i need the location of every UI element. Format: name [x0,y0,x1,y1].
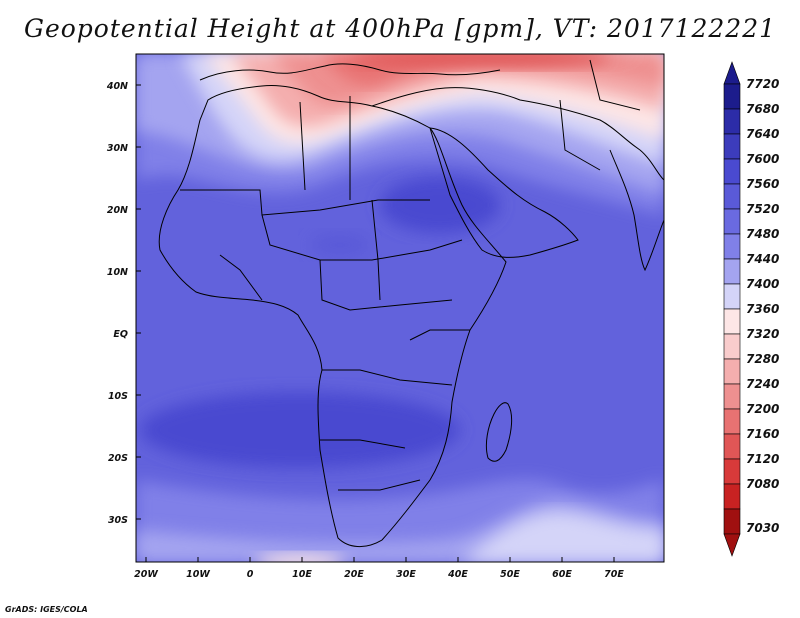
colorbar-label: 7480 [746,227,779,241]
colorbar-segment [723,308,741,335]
colorbar-label: 7400 [746,277,779,291]
lon-label: 10E [292,569,312,580]
lon-label: 0 [247,569,254,580]
lat-label: 30S [108,515,128,526]
colorbar-segment [723,208,741,235]
colorbar-label: 7680 [746,102,779,116]
lat-label: 20S [108,453,128,464]
colorbar-segment [723,458,741,485]
lat-label: 30N [107,143,128,154]
colorbar-segment [723,358,741,385]
colorbar-segment [723,433,741,460]
chart-title: Geopotential Height at 400hPa [gpm], VT:… [23,14,777,43]
colorbar-label: 7030 [746,521,779,535]
colorbar-top-arrow [723,61,741,85]
colorbar-label: 7280 [746,352,779,366]
colorbar-segment [723,283,741,310]
colorbar-bottom-arrow [723,533,741,557]
lat-label: EQ [113,329,128,340]
height-field [136,54,664,562]
lat-label: 10N [107,267,128,278]
colorbar-label: 7240 [746,377,779,391]
colorbar-segment [723,183,741,210]
lon-label: 40E [447,569,468,580]
lon-label: 60E [552,569,572,580]
lon-label: 70E [604,569,624,580]
colorbar-label: 7360 [746,302,779,316]
colorbar: 7720 7680 7640 7600 7560 7520 7480 7440 7400 7360… [723,61,779,557]
lon-axis: 20W 10W 0 10E 20E 30E 40E 50E 60E 70E [134,557,624,580]
colorbar-segment [723,133,741,160]
lon-label: 30E [396,569,416,580]
lat-axis: 40N 30N 20N 10N EQ 10S 20S 30S [106,81,141,526]
grads-credit: GrADS: IGES/COLA [5,605,88,614]
colorbar-segment [723,408,741,435]
colorbar-label: 7440 [746,252,779,266]
colorbar-label: 7200 [746,402,779,416]
colorbar-label: 7120 [746,452,779,466]
lat-label: 20N [107,205,128,216]
lon-label: 20W [134,569,158,580]
colorbar-segment [723,508,741,535]
colorbar-label: 7640 [746,127,779,141]
lon-label: 20E [344,569,364,580]
colorbar-segment [723,158,741,185]
map-frame [135,53,665,563]
colorbar-segment [723,108,741,135]
colorbar-label: 7160 [746,427,779,441]
lon-label: 50E [500,569,520,580]
colorbar-label: 7320 [746,327,779,341]
lon-label: 10W [186,569,210,580]
colorbar-label: 7560 [746,177,779,191]
colorbar-segment [723,233,741,260]
lat-label: 40N [106,81,128,92]
colorbar-segment [723,483,741,510]
coastlines [158,59,664,547]
colorbar-segment [723,258,741,285]
colorbar-label: 7520 [746,202,779,216]
colorbar-segment [723,383,741,410]
colorbar-segment [723,333,741,360]
colorbar-label: 7600 [746,152,779,166]
colorbar-label: 7080 [746,477,779,491]
lat-label: 10S [108,391,128,402]
colorbar-label: 7720 [746,77,779,91]
colorbar-segment [723,83,741,110]
